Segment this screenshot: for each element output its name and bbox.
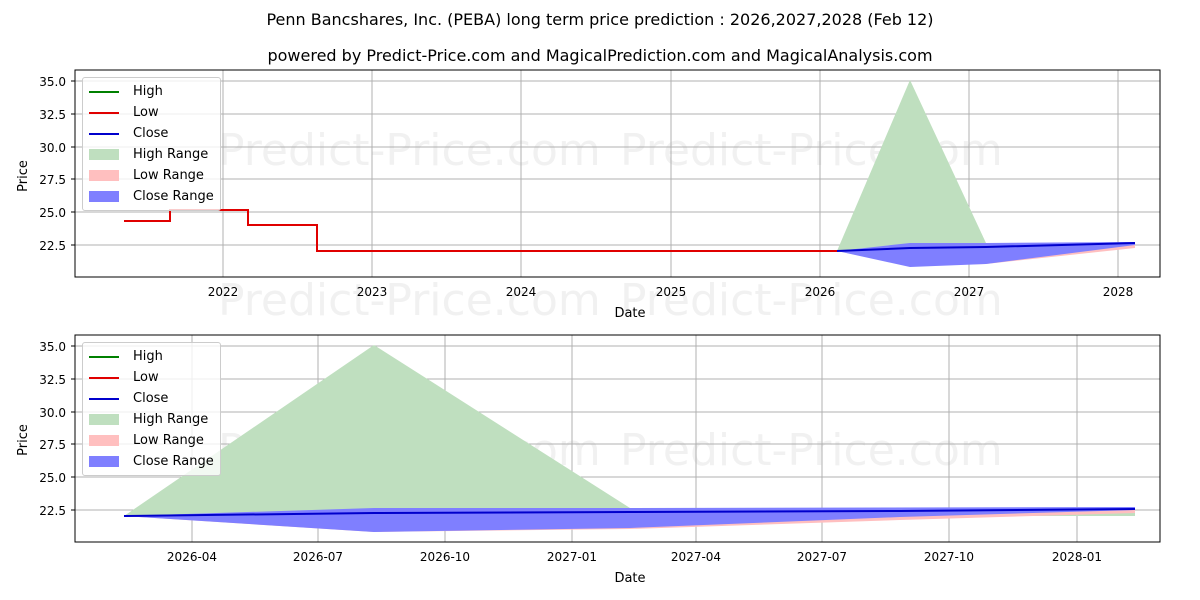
top-legend: High Low Close High Range Low Range Clos… [82, 77, 221, 211]
svg-text:35.0: 35.0 [39, 75, 66, 89]
svg-text:2024: 2024 [506, 285, 537, 299]
bottom-axes-frame [74, 334, 1161, 543]
legend-item-close-range: Close Range [89, 186, 214, 207]
top-x-ticks: 2022 2023 2024 2025 2026 2027 2028 [208, 285, 1134, 299]
legend-item-low-range: Low Range [89, 430, 214, 451]
legend-label: Close Range [133, 189, 214, 204]
svg-text:2025: 2025 [656, 285, 687, 299]
low-range-swatch-icon [89, 435, 119, 446]
svg-text:2026-04: 2026-04 [167, 550, 217, 564]
legend-item-high: High [89, 81, 214, 102]
top-low-line [124, 209, 837, 252]
legend-label: High Range [133, 147, 209, 162]
top-close-line [836, 242, 1136, 252]
legend-item-high: High [89, 346, 214, 367]
svg-text:30.0: 30.0 [39, 141, 66, 155]
legend-label: Low [133, 105, 159, 120]
bottom-x-axis-label: Date [614, 571, 645, 586]
legend-label: High Range [133, 412, 209, 427]
svg-text:22.5: 22.5 [39, 239, 66, 253]
legend-item-low-range: Low Range [89, 165, 214, 186]
svg-text:35.0: 35.0 [39, 340, 66, 354]
svg-text:2028-01: 2028-01 [1052, 550, 1102, 564]
svg-text:22.5: 22.5 [39, 504, 66, 518]
close-line-swatch-icon [89, 132, 119, 135]
svg-text:27.5: 27.5 [39, 173, 66, 187]
svg-text:2023: 2023 [357, 285, 388, 299]
legend-label: High [133, 349, 163, 364]
bottom-y-ticks: 35.0 32.5 30.0 27.5 25.0 22.5 [39, 340, 66, 518]
bottom-chart: 35.0 32.5 30.0 27.5 25.0 22.5 2026-04 20… [16, 334, 1161, 586]
legend-label: Close [133, 391, 169, 406]
svg-text:2026: 2026 [805, 285, 836, 299]
bottom-legend: High Low Close High Range Low Range Clos… [82, 342, 221, 476]
legend-item-high-range: High Range [89, 409, 214, 430]
low-line-swatch-icon [89, 111, 119, 114]
legend-label: Low Range [133, 168, 204, 183]
legend-item-low: Low [89, 367, 214, 388]
high-line-swatch-icon [89, 90, 119, 93]
legend-item-high-range: High Range [89, 144, 214, 165]
svg-text:2027-04: 2027-04 [671, 550, 721, 564]
legend-item-close: Close [89, 388, 214, 409]
svg-text:2026-07: 2026-07 [293, 550, 343, 564]
legend-label: High [133, 84, 163, 99]
legend-item-close: Close [89, 123, 214, 144]
bottom-close-line [123, 508, 1136, 517]
svg-text:2027-01: 2027-01 [547, 550, 597, 564]
high-range-swatch-icon [89, 414, 119, 425]
chart-subtitle: powered by Predict-Price.com and Magical… [267, 46, 933, 65]
svg-text:25.0: 25.0 [39, 206, 66, 220]
top-grid [75, 70, 1160, 277]
top-y-ticks: 35.0 32.5 30.0 27.5 25.0 22.5 [39, 75, 66, 253]
close-line-swatch-icon [89, 397, 119, 400]
chart-title: Penn Bancshares, Inc. (PEBA) long term p… [266, 10, 934, 29]
bottom-y-tickmarks [71, 345, 75, 511]
svg-text:32.5: 32.5 [39, 108, 66, 122]
svg-text:2022: 2022 [208, 285, 239, 299]
low-range-swatch-icon [89, 170, 119, 181]
top-chart: 35.0 32.5 30.0 27.5 25.0 22.5 2022 2023 … [16, 69, 1161, 321]
legend-label: Low [133, 370, 159, 385]
bottom-y-axis-label: Price [16, 424, 31, 456]
low-line-swatch-icon [89, 376, 119, 379]
svg-text:2028: 2028 [1103, 285, 1134, 299]
close-range-swatch-icon [89, 191, 119, 202]
top-y-tickmarks [71, 80, 75, 246]
legend-label: Low Range [133, 433, 204, 448]
svg-text:25.0: 25.0 [39, 471, 66, 485]
high-range-swatch-icon [89, 149, 119, 160]
close-range-swatch-icon [89, 456, 119, 467]
svg-text:30.0: 30.0 [39, 406, 66, 420]
bottom-x-ticks: 2026-04 2026-07 2026-10 2027-01 2027-04 … [167, 550, 1102, 564]
top-axes-frame [74, 69, 1161, 278]
top-x-axis-label: Date [614, 306, 645, 321]
legend-label: Close [133, 126, 169, 141]
legend-item-close-range: Close Range [89, 451, 214, 472]
legend-label: Close Range [133, 454, 214, 469]
svg-text:2026-10: 2026-10 [420, 550, 470, 564]
top-high-range-area [837, 80, 1135, 251]
top-y-axis-label: Price [16, 160, 31, 192]
legend-item-low: Low [89, 102, 214, 123]
svg-text:27.5: 27.5 [39, 438, 66, 452]
bottom-high-range-area [124, 345, 1135, 516]
svg-text:2027-10: 2027-10 [924, 550, 974, 564]
svg-text:32.5: 32.5 [39, 373, 66, 387]
svg-text:2027-07: 2027-07 [797, 550, 847, 564]
svg-text:2027: 2027 [954, 285, 985, 299]
high-line-swatch-icon [89, 355, 119, 358]
